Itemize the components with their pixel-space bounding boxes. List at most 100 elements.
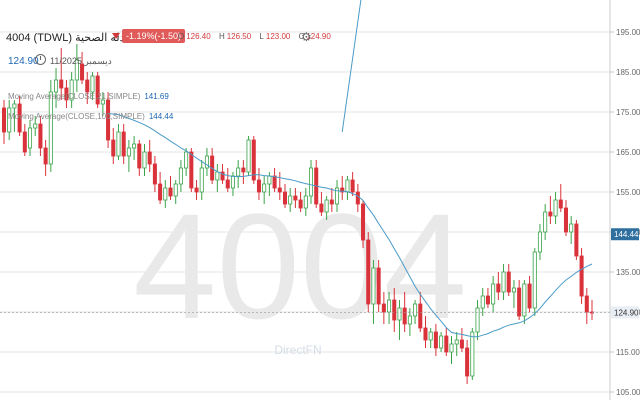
candle-up	[204, 155, 209, 169]
ma-21-value: 141.69	[144, 92, 169, 101]
candle-down	[220, 171, 225, 181]
candle-down	[17, 103, 22, 133]
candle-down	[459, 339, 464, 349]
candle-up	[439, 335, 444, 349]
ohlc-close-value: 124.90	[306, 32, 331, 41]
candle-up	[230, 175, 235, 189]
candle-down	[111, 139, 116, 157]
ma-100-label: Moving Average(CLOSE,100,SIMPLE)	[8, 112, 145, 121]
candle-down	[194, 187, 199, 193]
down-arrow-icon	[112, 33, 120, 39]
candle-up	[12, 103, 17, 109]
candle-up	[387, 299, 392, 313]
candle-down	[121, 131, 126, 157]
candle-down	[64, 87, 69, 101]
candle-down	[433, 331, 438, 349]
candle-up	[178, 167, 183, 185]
candle-down	[465, 347, 470, 377]
candle-up	[428, 331, 433, 341]
candle-down	[241, 167, 246, 173]
candle-up	[413, 303, 418, 317]
candle-down	[584, 295, 589, 313]
candle-up	[449, 343, 454, 353]
candle-down	[418, 303, 423, 329]
candle-down	[319, 203, 324, 213]
candle-up	[532, 251, 537, 309]
candle-up	[569, 223, 574, 233]
candle-up	[116, 131, 121, 157]
last-price-tag-bg	[611, 306, 639, 319]
ohlc-low-key: L	[259, 32, 264, 41]
candle-down	[496, 283, 501, 293]
candle-up	[543, 211, 548, 233]
clock-icon	[35, 54, 46, 65]
candle-down	[558, 199, 563, 209]
candle-up	[522, 283, 527, 317]
candle-up	[371, 267, 376, 305]
candle-down	[506, 271, 511, 293]
ma-price-tag: 144.44	[614, 230, 639, 239]
candle-down	[548, 211, 553, 217]
candle-down	[350, 179, 355, 193]
candle-down	[527, 283, 532, 309]
y-tick-label: 165.00	[616, 148, 640, 157]
change-badge: -1.19%(-1.50)	[122, 29, 186, 43]
candle-down	[1, 107, 7, 133]
candle-up	[100, 99, 105, 105]
cursor-date: 11/2025 ديسمبر	[50, 56, 112, 66]
ma-21-legend: Moving Average(CLOSE,21,SIMPLE) 141.69	[8, 92, 169, 101]
candle-up	[33, 123, 38, 129]
candle-down	[251, 139, 256, 181]
candle-up	[511, 287, 516, 293]
candle-up	[288, 195, 293, 205]
candle-up	[199, 167, 204, 193]
candle-up	[454, 339, 459, 345]
ohlc-high-value: 126.50	[226, 32, 252, 41]
candle-up	[491, 283, 496, 305]
y-tick-label: 185.00	[616, 68, 640, 77]
candle-up	[48, 91, 53, 165]
candle-down	[85, 79, 90, 93]
ma-100-legend: Moving Average(CLOSE,100,SIMPLE) 144.44	[8, 112, 173, 121]
candle-down	[366, 239, 371, 305]
candle-down	[80, 63, 85, 81]
candle-down	[168, 187, 173, 197]
candle-up	[142, 151, 147, 169]
candle-down	[277, 187, 282, 193]
candle-up	[163, 187, 168, 201]
candle-up	[475, 307, 480, 333]
ma-100-value: 144.44	[148, 112, 174, 121]
candle-down	[574, 223, 579, 257]
candle-down	[225, 179, 230, 189]
candle-down	[282, 191, 288, 205]
candle-up	[324, 199, 329, 213]
candle-up	[28, 127, 33, 149]
candle-up	[501, 271, 506, 293]
candle-up	[262, 183, 267, 193]
candle-down	[59, 79, 64, 89]
candle-up	[267, 175, 272, 185]
y-tick-label: 135.00	[616, 268, 640, 277]
candle-down	[256, 179, 261, 193]
candle-down	[152, 163, 157, 185]
candle-down	[38, 123, 43, 149]
gear-icon[interactable]: ⚙	[301, 30, 312, 44]
candle-up	[553, 199, 558, 217]
candle-down	[392, 299, 397, 321]
ma-21-line	[108, 113, 593, 338]
candle-down	[402, 307, 407, 325]
candle-up	[173, 183, 178, 197]
last-price-tag: 124.90	[614, 308, 639, 317]
ma-21-label: Moving Average(CLOSE,21,SIMPLE)	[8, 92, 141, 101]
candle-down	[158, 183, 163, 201]
candle-down	[517, 287, 522, 317]
ohlc-readout: O 126.40 H 126.50 L 123.00 C 124.90	[178, 32, 337, 41]
candle-down	[340, 187, 345, 193]
price-tags: 144.44 124.90	[611, 228, 639, 319]
candle-down	[22, 131, 27, 153]
candle-down	[189, 151, 194, 189]
candle-up	[308, 167, 314, 197]
candle-down	[106, 99, 111, 141]
candle-down	[147, 151, 152, 165]
candle-up	[215, 171, 220, 181]
